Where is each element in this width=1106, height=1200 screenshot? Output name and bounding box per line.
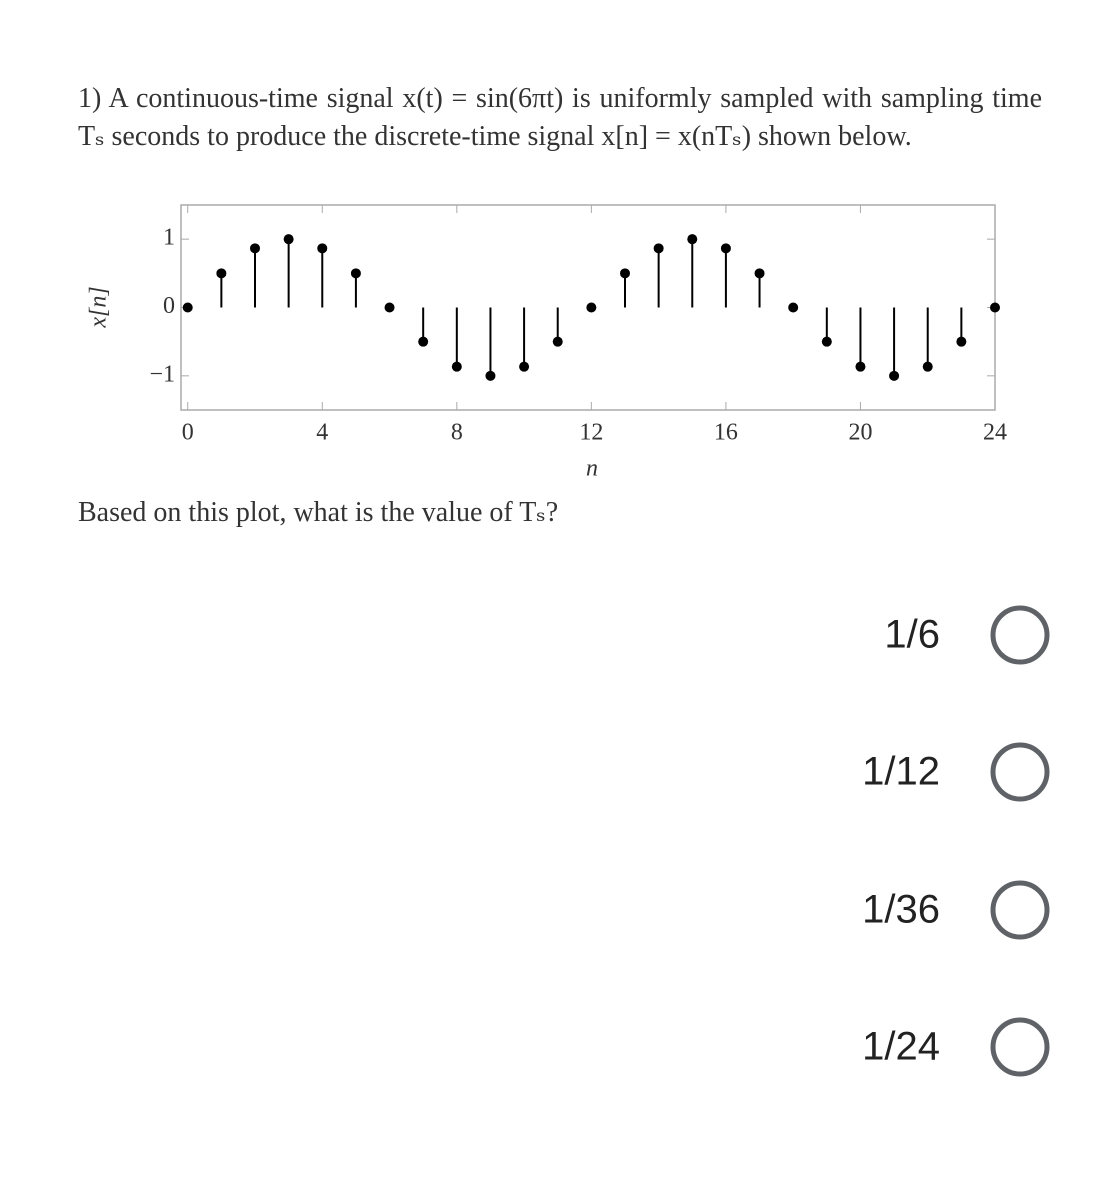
stem-marker — [250, 243, 260, 254]
option-label: 1/36 — [862, 888, 940, 932]
stem-marker — [283, 234, 294, 245]
stem-marker — [788, 302, 799, 313]
stem-marker — [889, 370, 900, 381]
x-axis-label: n — [586, 456, 598, 482]
stem-marker — [317, 243, 328, 254]
stem-marker — [350, 268, 361, 279]
y-axis-label: x[n] — [86, 286, 112, 328]
question-text: 1) A continuous-time signal x(t) = sin(6… — [78, 80, 1042, 156]
y-tick-label: 0 — [163, 293, 175, 319]
y-tick-label: −1 — [149, 361, 175, 387]
x-tick-label: 16 — [714, 420, 738, 446]
question-number: 1) — [78, 83, 102, 114]
option-radio[interactable] — [990, 1017, 1050, 1077]
question-body: A continuous-time signal x(t) = sin(6πt)… — [78, 83, 1042, 152]
option-radio[interactable] — [990, 742, 1050, 802]
x-tick-label: 4 — [316, 420, 328, 446]
stem-marker — [216, 268, 227, 279]
stem-marker — [687, 234, 698, 245]
stem-marker — [182, 302, 193, 313]
stem-marker — [384, 302, 395, 313]
x-tick-label: 8 — [451, 420, 463, 446]
stem-marker — [720, 243, 731, 254]
y-tick-label: 1 — [163, 225, 175, 251]
stem-marker — [451, 361, 462, 372]
stem-marker — [956, 336, 967, 347]
x-tick-label: 12 — [579, 420, 603, 446]
stem-marker — [653, 243, 664, 254]
option-radio[interactable] — [990, 880, 1050, 940]
stem-marker — [586, 302, 597, 313]
option-label: 1/24 — [862, 1025, 940, 1069]
stem-marker — [552, 336, 563, 347]
stem-marker — [821, 336, 832, 347]
stem-marker — [855, 361, 866, 372]
stem-marker — [620, 268, 630, 279]
option-label: 1/12 — [862, 750, 940, 794]
stem-marker — [990, 302, 1000, 313]
stem-marker — [922, 361, 933, 372]
option-radio[interactable] — [990, 605, 1050, 665]
stem-marker — [485, 370, 496, 381]
option-label: 1/6 — [884, 613, 940, 657]
stem-marker — [754, 268, 765, 279]
x-tick-label: 20 — [848, 420, 872, 446]
x-tick-label: 0 — [182, 420, 194, 446]
x-tick-label: 24 — [983, 420, 1007, 446]
question-prompt: Based on this plot, what is the value of… — [78, 497, 559, 528]
stem-marker — [519, 361, 530, 372]
stem-marker — [418, 336, 429, 347]
